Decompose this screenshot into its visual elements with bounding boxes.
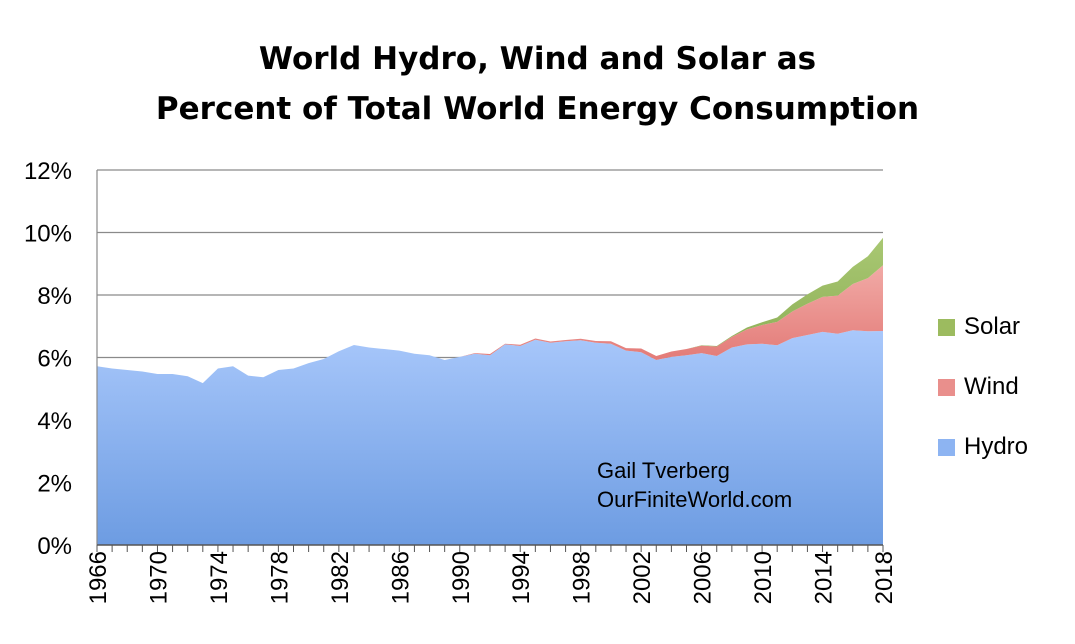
x-tick-label: 2018	[871, 551, 898, 604]
annotation-website: OurFiniteWorld.com	[597, 487, 793, 512]
y-tick-label: 4%	[37, 408, 72, 435]
chart-title-line-1: World Hydro, Wind and Solar as	[258, 41, 817, 77]
x-tick-label: 1994	[508, 551, 535, 604]
annotation-author: Gail Tverberg	[597, 458, 730, 483]
y-tick-label: 6%	[37, 346, 72, 373]
legend-item-wind: Wind	[938, 372, 1028, 402]
x-tick-label: 1970	[145, 551, 172, 604]
y-tick-label: 12%	[24, 158, 72, 185]
legend: Solar Wind Hydro	[938, 312, 1028, 492]
legend-item-solar: Solar	[938, 312, 1028, 342]
legend-label-hydro: Hydro	[964, 433, 1029, 460]
x-tick-label: 1982	[327, 551, 354, 604]
x-tick-label: 1998	[569, 551, 596, 604]
chart-title-line-2: Percent of Total World Energy Consumptio…	[155, 91, 920, 127]
y-tick-label: 2%	[37, 471, 72, 498]
legend-label-wind: Wind	[964, 373, 1019, 400]
series-area-wind	[97, 265, 883, 384]
y-tick-label: 8%	[37, 283, 72, 310]
x-tick-label: 1990	[448, 551, 475, 604]
x-tick-label: 1974	[206, 551, 233, 604]
x-tick-label: 2002	[629, 551, 656, 604]
legend-swatch-solar	[938, 318, 955, 336]
author-annotation: Gail Tverberg OurFiniteWorld.com	[597, 456, 792, 514]
x-tick-label: 1978	[266, 551, 293, 604]
x-tick-label: 2010	[750, 551, 777, 604]
series-area-hydro	[97, 330, 883, 545]
x-tick-label: 2014	[811, 551, 838, 604]
legend-item-hydro: Hydro	[938, 432, 1028, 462]
x-tick-label: 1986	[387, 551, 414, 604]
chart-title: World Hydro, Wind and Solar as Percent o…	[0, 34, 1075, 134]
y-tick-label: 10%	[24, 221, 72, 248]
x-tick-label: 2006	[690, 551, 717, 604]
legend-label-solar: Solar	[964, 313, 1021, 340]
legend-swatch-hydro	[938, 438, 955, 456]
x-tick-label: 1966	[85, 551, 112, 604]
y-tick-label: 0%	[37, 533, 72, 560]
legend-swatch-wind	[938, 378, 955, 396]
